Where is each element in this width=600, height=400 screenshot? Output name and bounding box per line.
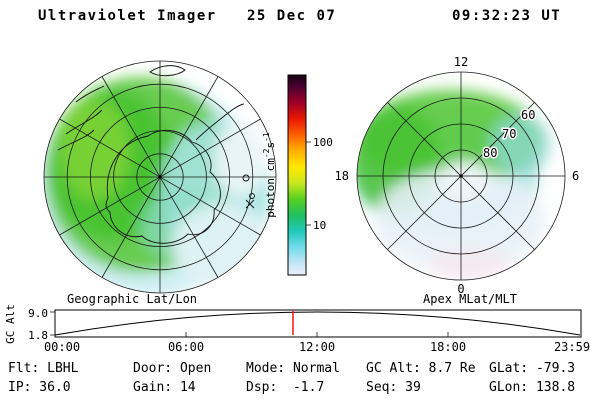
- status-glon: GLon: 138.8: [489, 380, 576, 395]
- geographic-grid: [43, 60, 277, 294]
- colorbar-label-main2: s: [264, 142, 277, 149]
- apex-caption: Apex MLat/MLT: [423, 292, 517, 306]
- gcalt-ytick-high: 9.0: [28, 307, 48, 320]
- apex-labels: 12 18 6 0 60 70 80: [335, 55, 580, 296]
- xtick-0600: 06:00: [168, 340, 204, 354]
- gcalt-ytick-low: 1.8: [28, 329, 48, 342]
- instrument-title: Ultraviolet Imager: [38, 8, 217, 24]
- colorbar-tick-100: 100: [313, 136, 333, 149]
- mlt-label-0: 0: [457, 282, 464, 296]
- data-gap-cross: [73, 267, 82, 276]
- colorbar-label: photon cm-2s-1: [262, 132, 277, 218]
- gcalt-strip: 9.0 1.8 GC Alt 00:00 06:00 12:00 18:00 2…: [4, 304, 590, 354]
- plots-canvas: 100 10 photon cm-2s-1: [4, 55, 590, 354]
- xtick-1800: 18:00: [430, 340, 466, 354]
- colorbar-tick-10: 10: [313, 219, 326, 232]
- data-gap-cross: [245, 199, 255, 209]
- time-label: 09:32:23 UT: [452, 8, 562, 24]
- xtick-2359: 23:59: [554, 340, 590, 354]
- xtick-1200: 12:00: [299, 340, 335, 354]
- mlt-label-18: 18: [335, 169, 349, 183]
- apex-grid: [356, 71, 566, 281]
- mlat-label-60: 60: [521, 108, 535, 122]
- colorbar-label-sup2: -1: [262, 132, 271, 142]
- mlt-label-12: 12: [454, 55, 468, 69]
- status-seq: Seq: 39: [366, 380, 421, 395]
- mlat-label-80: 80: [483, 146, 497, 160]
- status-mode: Mode: Normal: [246, 361, 340, 376]
- gcalt-curve: [54, 311, 581, 336]
- apex-aurora-image: [357, 90, 550, 280]
- status-gain: Gain: 14: [133, 380, 196, 395]
- colorbar-label-main: photon cm: [264, 158, 277, 218]
- xtick-0000: 00:00: [44, 340, 80, 354]
- geographic-caption: Geographic Lat/Lon: [67, 292, 197, 306]
- gcalt-ylabel: GC Alt: [4, 304, 17, 344]
- colorbar: 100 10 photon cm-2s-1: [262, 74, 333, 276]
- geographic-aurora-image: [44, 77, 272, 293]
- status-dsp: Dsp: -1.7: [246, 380, 325, 395]
- status-door: Door: Open: [133, 361, 212, 376]
- date-label: 25 Dec 07: [247, 8, 337, 24]
- colorbar-label-sup1: -2: [262, 148, 271, 158]
- status-gcalt: GC Alt: 8.7 Re: [366, 361, 476, 376]
- status-flt: Flt: LBHL: [8, 361, 79, 376]
- status-ip: IP: 36.0: [8, 380, 71, 395]
- status-glat: GLat: -79.3: [489, 361, 576, 376]
- mlat-label-70: 70: [502, 127, 516, 141]
- mlt-label-6: 6: [572, 169, 579, 183]
